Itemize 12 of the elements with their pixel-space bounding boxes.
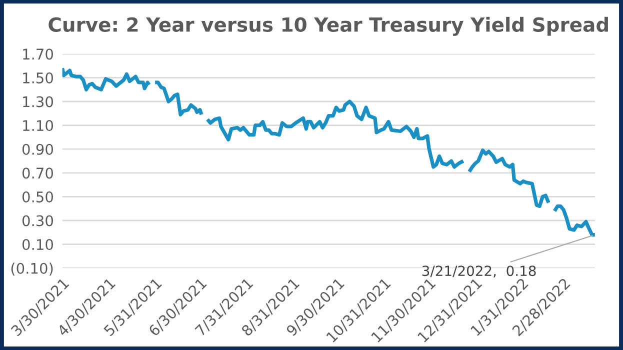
y-tick-label: 0.50 <box>22 191 53 202</box>
chart-title: Curve: 2 Year versus 10 Year Treasury Yield Spread <box>48 16 608 36</box>
y-tick-label: (0.10) <box>11 262 53 276</box>
y-tick-label: 1.50 <box>23 72 53 84</box>
y-tick-label: 0.70 <box>22 168 53 179</box>
y-tick-label: 1.70 <box>23 48 53 60</box>
y-tick-label: 1.10 <box>23 120 53 132</box>
y-tick-label: 0.10 <box>22 239 53 250</box>
y-tick-label: 0.90 <box>22 144 53 155</box>
y-tick-label: 1.30 <box>23 96 53 108</box>
annotation: 3/21/2022, 0.18 <box>422 266 536 278</box>
y-tick-label: 0.30 <box>22 215 53 226</box>
